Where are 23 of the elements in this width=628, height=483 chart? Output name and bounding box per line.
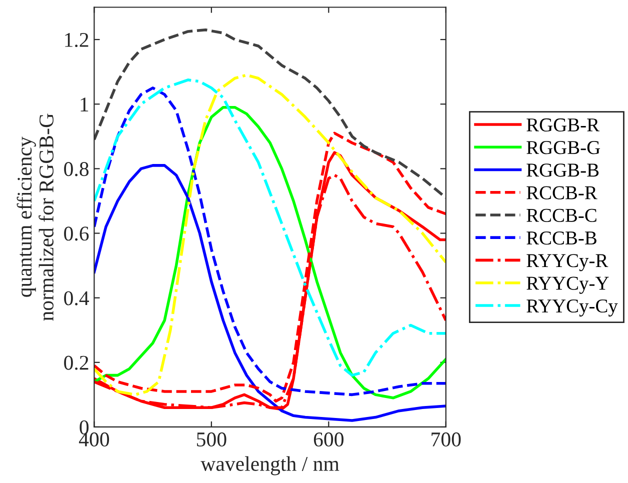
y-tick-label: 0.2 — [64, 356, 88, 370]
y-tick-label: 1.2 — [65, 32, 88, 48]
y-tick-label: 0.6 — [64, 226, 89, 241]
legend-label: RGGB-G — [526, 141, 600, 154]
legend-label: RGGB-R — [526, 118, 600, 132]
legend-label: RCCB-R — [526, 186, 598, 200]
legend-label: RYYCy-Cy — [526, 299, 618, 317]
legend-label: RGGB-B — [526, 164, 599, 177]
legend-label: RYYCy-Y — [526, 276, 609, 294]
x-tick-label: 500 — [197, 432, 226, 446]
legend-label: RCCB-B — [526, 232, 596, 245]
line-series — [94, 28, 446, 200]
y-tick-label: 0 — [80, 420, 89, 434]
x-axis-title: wavelength / nm — [200, 456, 340, 476]
y-axis-title: quantum efficiency normalized for RGGB-G — [16, 114, 54, 321]
x-tick-label: 400 — [78, 432, 110, 446]
legend-label: RYYCy-R — [526, 254, 608, 272]
x-tick-label: 600 — [314, 432, 344, 446]
y-tick-label: 1 — [80, 98, 88, 112]
legend-label: RCCB-C — [526, 208, 596, 222]
x-tick-label: 700 — [432, 432, 461, 446]
y-tick-label: 0.4 — [64, 291, 90, 306]
y-tick-label: 0.8 — [64, 162, 89, 176]
